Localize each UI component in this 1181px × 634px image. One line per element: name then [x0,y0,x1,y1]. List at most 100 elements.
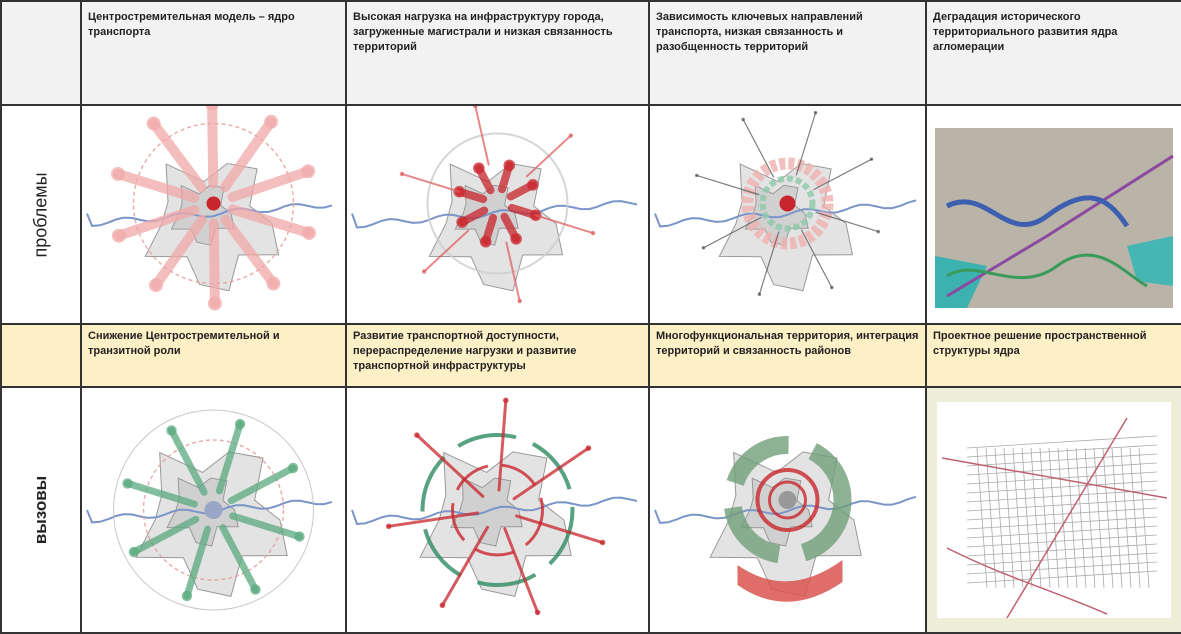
diagram [937,402,1171,619]
arrow [208,218,220,309]
arrow-head [122,478,133,489]
arrow [423,229,470,273]
arrow-head [527,179,539,191]
arrow [440,525,489,607]
core [779,195,796,212]
street [1003,447,1015,589]
street [966,471,1158,485]
diagram-cell [648,386,927,634]
diagram [351,106,638,304]
challenges-row: вызовы [0,386,1181,634]
arrow-head [439,602,446,609]
street [985,447,997,589]
arrow-head [479,235,492,248]
arrow [220,214,279,289]
street [966,516,1158,530]
arrow-head [599,539,606,546]
core [206,196,221,211]
street [966,498,1158,512]
river [86,203,333,227]
arrow-head [234,418,246,430]
arrow [800,229,833,289]
arrow-head [302,226,317,241]
arrow-head [264,114,279,129]
arrow-head [166,425,177,436]
corner-cell [0,0,82,106]
arrow-head [207,296,222,311]
arrow [113,204,200,241]
arrow [505,241,521,303]
header-row: Центростремительная модель – ядро трансп… [0,0,1181,106]
street [966,552,1158,566]
arrow [150,214,207,291]
subheader-cell: Проектное решение пространственной струк… [925,323,1181,388]
row-label: проблемы [30,171,51,258]
street [966,534,1158,548]
street [966,489,1158,503]
street [1048,447,1060,589]
arrow [525,134,572,178]
street [966,507,1158,521]
arrow-head [473,106,478,109]
arrow-head [503,159,516,172]
arrow [229,512,303,541]
diagram [654,436,917,602]
subheader-cell: Многофункциональная территория, интеграц… [648,323,927,388]
arrow [148,118,207,193]
arrow-head [757,292,762,296]
arrow-head [830,285,834,290]
header-cell: Высокая нагрузка на инфраструктуру город… [345,0,650,106]
street [966,525,1158,539]
core [204,501,223,519]
header-cell: Центростремительная модель – ядро трансп… [80,0,347,106]
header-cell: Зависимость ключевых направлений транспо… [648,0,927,106]
diagram-cell [925,386,1181,634]
arrow [227,166,314,203]
arrow-head [585,445,592,451]
arrow-head [128,546,140,558]
plan-image [937,402,1171,618]
diagram [935,128,1174,308]
arrow [168,426,208,496]
ring [113,409,314,611]
map-river [946,253,1148,288]
arrow-head [294,531,305,542]
ring [755,468,820,532]
arrow [696,174,760,196]
street [1120,447,1132,589]
arrow-head [473,162,485,174]
street [966,462,1158,476]
arrow-head [399,171,405,177]
arrow [497,398,508,492]
street [966,561,1158,575]
header-cell: Деградация исторического территориальног… [925,0,1181,106]
arrow [815,211,879,233]
problems-row: проблемы [0,104,1181,325]
main-road [941,417,1168,619]
arrow [227,464,297,505]
arrow [400,172,461,193]
arrow [112,168,200,203]
street [966,444,1158,458]
ring [768,480,807,520]
river [654,199,917,228]
street [1066,447,1078,589]
street [966,480,1158,494]
arrow-head [385,523,392,530]
arrow [183,525,212,600]
street [1057,447,1069,589]
row-label-cell: проблемы [0,104,82,325]
arrow [130,515,200,556]
row-label-cell: вызовы [0,386,82,634]
arrow [219,524,259,594]
arrow-head [869,157,874,161]
diagram-cell [345,386,650,634]
arrow [474,106,490,166]
street [1084,447,1096,589]
ring [741,157,834,250]
arrow-head [110,166,125,181]
core [778,491,797,509]
arrow-head [534,609,541,616]
arrow-head [421,269,427,274]
